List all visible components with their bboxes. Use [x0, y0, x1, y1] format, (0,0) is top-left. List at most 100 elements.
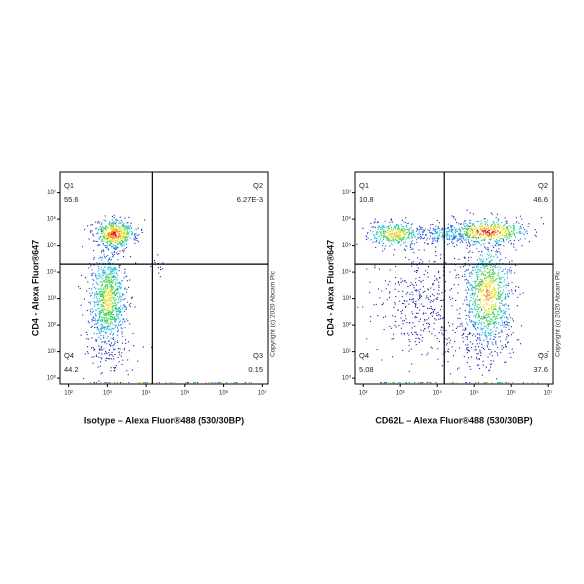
event-dot [416, 316, 418, 318]
event-dot [135, 262, 137, 264]
event-dot [366, 236, 368, 238]
event-dot [109, 293, 111, 296]
event-dot [382, 226, 384, 228]
event-dot [405, 256, 407, 259]
event-dot [486, 234, 488, 236]
event-dot [473, 231, 475, 233]
event-dot [101, 275, 103, 277]
event-dot [508, 229, 510, 232]
event-dot [487, 268, 489, 270]
event-dot [109, 283, 111, 285]
event-dot [402, 237, 404, 239]
event-dot [132, 332, 134, 335]
event-dot [412, 261, 414, 263]
event-dot [488, 294, 490, 296]
event-dot [507, 335, 510, 337]
event-dot [105, 229, 107, 232]
event-dot [509, 233, 511, 235]
event-dot [491, 281, 493, 283]
event-dot [122, 318, 124, 320]
event-dot [88, 301, 90, 303]
event-dot [494, 350, 496, 353]
event-dot [96, 278, 98, 280]
event-dot [427, 265, 430, 268]
event-dot [417, 269, 419, 272]
event-dot [481, 286, 484, 288]
event-dot [493, 360, 495, 362]
event-dot [109, 323, 111, 326]
event-dot [395, 233, 398, 235]
event-dot [482, 299, 484, 301]
event-dot [112, 324, 114, 326]
event-dot [110, 281, 112, 284]
event-dot [112, 232, 114, 235]
event-dot [106, 285, 109, 287]
event-dot [398, 234, 400, 236]
event-dot [448, 337, 450, 339]
event-dot [92, 316, 94, 318]
event-dot [489, 353, 491, 355]
event-dot [107, 258, 110, 260]
event-dot [93, 310, 95, 312]
event-dot [117, 308, 119, 310]
event-dot [502, 227, 504, 229]
event-dot [100, 295, 102, 297]
event-dot [111, 309, 113, 311]
y-tick-label: 10² [342, 323, 351, 329]
event-dot [91, 224, 94, 226]
event-dot [102, 327, 104, 329]
event-dot [97, 222, 99, 224]
event-dot [490, 282, 492, 284]
event-dot [477, 308, 479, 310]
event-dot [96, 240, 98, 243]
event-dot [462, 233, 464, 235]
event-dot [194, 382, 196, 384]
event-dot [102, 237, 104, 239]
event-dot [434, 318, 436, 320]
x-tick-label: 10² [359, 391, 368, 397]
event-dot [509, 232, 511, 234]
event-dot [105, 246, 107, 248]
event-dot [478, 319, 481, 322]
event-dot [420, 259, 422, 261]
event-dot [515, 290, 517, 292]
event-dot [488, 229, 490, 232]
event-dot [474, 303, 476, 305]
event-dot [547, 350, 549, 353]
event-dot [369, 292, 371, 294]
event-dot [100, 223, 102, 225]
event-dot [523, 233, 525, 235]
event-dot [505, 257, 507, 259]
event-dot [109, 228, 111, 230]
event-dot [454, 332, 456, 334]
event-dot [433, 309, 435, 311]
event-dot [119, 308, 121, 310]
event-dot [489, 269, 491, 271]
event-dot [87, 320, 89, 322]
event-dot [93, 239, 95, 242]
event-dot [494, 279, 496, 281]
event-dot [477, 338, 479, 340]
event-dot [504, 298, 506, 300]
event-dot [491, 266, 493, 268]
event-dot [109, 295, 111, 297]
event-dot [489, 297, 491, 299]
event-dot [499, 317, 501, 319]
event-dot [108, 340, 110, 342]
event-dot [98, 310, 100, 313]
event-dot [481, 305, 483, 307]
event-dot [427, 327, 429, 329]
event-dot [495, 292, 497, 294]
event-dot [478, 315, 481, 317]
event-dot [100, 305, 102, 308]
event-dot [459, 241, 461, 244]
event-dot [99, 274, 101, 276]
event-dot [499, 253, 502, 255]
event-dot [462, 333, 464, 336]
event-dot [107, 235, 109, 237]
event-dot [482, 230, 484, 232]
event-dot [470, 368, 472, 370]
event-dot [94, 315, 97, 317]
event-dot [111, 297, 113, 299]
event-dot [403, 229, 405, 231]
